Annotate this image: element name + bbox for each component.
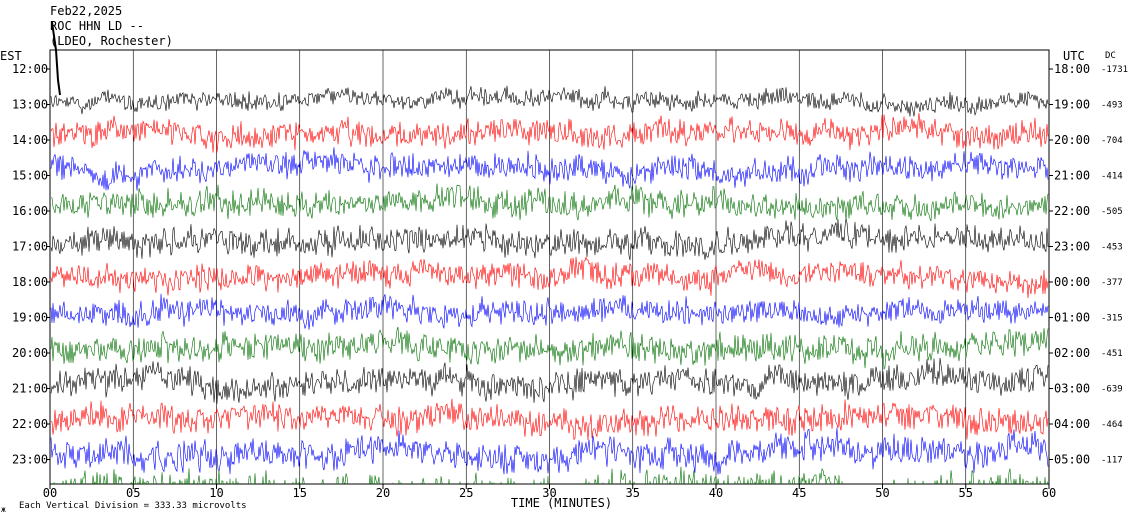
- utc-hour-label: 05:00: [1054, 453, 1090, 467]
- axis-labels: 00 05 10 15 20 25 30 35 40 45 50 55 60 TIME (MINUTES)…: [0, 49, 1128, 514]
- x-tick-label: 35: [626, 486, 640, 500]
- trace-15:00: [50, 183, 1049, 222]
- x-tick-label: 30: [542, 486, 556, 500]
- trace-20:00: [50, 357, 1049, 404]
- x-tick-label: 15: [293, 486, 307, 500]
- right-zone-label: UTC: [1063, 49, 1085, 63]
- x-axis-label: TIME (MINUTES): [511, 496, 612, 510]
- utc-hour-label: 01:00: [1054, 311, 1090, 325]
- scale-footer-mark: ж: [1, 505, 6, 514]
- trace-22:00: [50, 427, 1049, 475]
- est-hour-label: 12:00: [12, 62, 48, 76]
- utc-hour-label: 03:00: [1054, 382, 1090, 396]
- utc-hour-label: 21:00: [1054, 169, 1090, 183]
- x-tick-label: 00: [43, 486, 57, 500]
- trace-13:00: [50, 112, 1049, 153]
- dc-offset-label: -704: [1101, 136, 1123, 146]
- station-network: (LDEO, Rochester): [50, 34, 173, 48]
- x-tick-label: 10: [209, 486, 223, 500]
- x-tick-label: 55: [959, 486, 973, 500]
- x-tick-label: 60: [1042, 486, 1056, 500]
- est-hour-label: 22:00: [12, 417, 48, 431]
- est-hour-label: 21:00: [12, 382, 48, 396]
- utc-hour-label: 04:00: [1054, 417, 1090, 431]
- utc-hour-label: 19:00: [1054, 98, 1090, 112]
- est-hour-label: 19:00: [12, 311, 48, 325]
- trace-12:00: [50, 85, 1049, 117]
- dc-offset-label: -414: [1101, 172, 1123, 182]
- plot-grid: [46, 49, 1053, 489]
- x-tick-label: 40: [709, 486, 723, 500]
- utc-hour-label: 22:00: [1054, 204, 1090, 218]
- x-tick-label: 05: [126, 486, 140, 500]
- trace-19:00: [50, 326, 1049, 371]
- utc-hour-label: 18:00: [1054, 62, 1090, 76]
- seismic-traces: [50, 21, 1049, 484]
- utc-hour-label: 02:00: [1054, 346, 1090, 360]
- x-tick-label: 50: [875, 486, 889, 500]
- dc-offset-label: -453: [1101, 243, 1123, 253]
- x-tick-label: 25: [459, 486, 473, 500]
- dc-label: DC: [1105, 51, 1116, 61]
- trace-14:00: [50, 147, 1049, 191]
- est-hour-label: 17:00: [12, 240, 48, 254]
- est-hour-label: 20:00: [12, 346, 48, 360]
- utc-hour-label: 00:00: [1054, 275, 1090, 289]
- trace-16:00: [50, 218, 1049, 261]
- station-date: Feb22,2025: [50, 4, 123, 18]
- dc-offset-label: -464: [1101, 420, 1123, 430]
- est-hour-label: 14:00: [12, 133, 48, 147]
- dc-offset-label: -117: [1101, 456, 1123, 466]
- dc-offset-label: -315: [1101, 314, 1123, 324]
- trace-18:00: [50, 293, 1049, 330]
- scale-footer: Each Vertical Division = 333.33 microvol…: [19, 501, 247, 511]
- x-tick-label: 20: [376, 486, 390, 500]
- utc-hour-label: 23:00: [1054, 240, 1090, 254]
- est-hour-label: 16:00: [12, 204, 48, 218]
- est-hour-label: 13:00: [12, 98, 48, 112]
- est-hour-label: 15:00: [12, 169, 48, 183]
- event-spike: [51, 21, 61, 96]
- x-tick-label: 45: [792, 486, 806, 500]
- dc-offset-label: -1731: [1101, 65, 1128, 75]
- dc-offset-label: -493: [1101, 101, 1123, 111]
- station-channel: ROC HHN LD --: [50, 19, 144, 33]
- est-hour-label: 18:00: [12, 275, 48, 289]
- dc-offset-label: -639: [1101, 385, 1123, 395]
- trace-21:00: [50, 398, 1049, 441]
- utc-hour-label: 20:00: [1054, 133, 1090, 147]
- left-zone-label: EST: [0, 49, 22, 63]
- est-hour-label: 23:00: [12, 453, 48, 467]
- dc-offset-label: -505: [1101, 207, 1123, 217]
- trace-17:00: [50, 256, 1049, 299]
- dc-offset-label: -451: [1101, 349, 1123, 359]
- dc-offset-label: -377: [1101, 278, 1123, 288]
